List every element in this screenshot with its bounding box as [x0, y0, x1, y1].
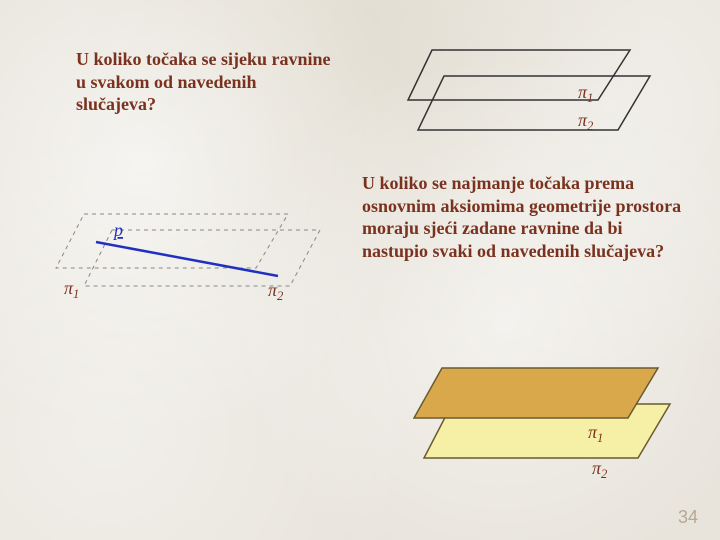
- diagram-parallel-planes: π1π2: [400, 358, 680, 488]
- question-2: U koliko se najmanje točaka prema osnovn…: [362, 172, 682, 262]
- diagram-intersecting-planes: p π1 π2: [38, 178, 338, 328]
- svg-text:π1: π1: [64, 278, 79, 301]
- svg-text:p: p: [112, 220, 123, 240]
- diagram-coincident-planes: π1π2: [400, 38, 660, 148]
- svg-text:π2: π2: [268, 280, 284, 303]
- question-1: U koliko točaka se sijeku ravnine u svak…: [76, 48, 336, 116]
- svg-text:π2: π2: [578, 110, 594, 133]
- svg-text:π2: π2: [592, 458, 608, 481]
- svg-text:π1: π1: [578, 82, 593, 105]
- page-number: 34: [678, 507, 698, 528]
